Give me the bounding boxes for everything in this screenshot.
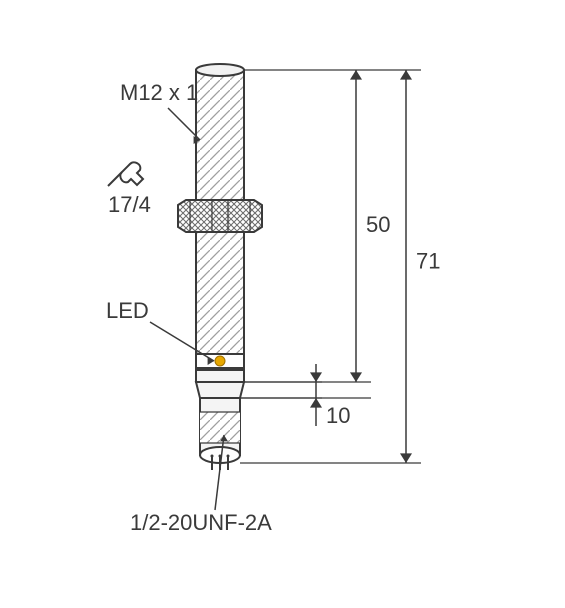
led-label: LED — [106, 298, 149, 323]
dimension-71-text: 71 — [416, 249, 440, 274]
thread-bottom-label: 1/2-20UNF-2A — [130, 510, 272, 535]
dimension-50-text: 50 — [366, 212, 390, 237]
led-indicator — [215, 356, 225, 366]
sensor-body — [178, 64, 262, 470]
wrench-icon — [108, 162, 143, 186]
wrench-size-label: 17/4 — [108, 192, 151, 217]
thread-top-label: M12 x 1 — [120, 80, 198, 105]
upper-thread — [196, 70, 244, 200]
dimension-10-text: 10 — [326, 403, 350, 428]
